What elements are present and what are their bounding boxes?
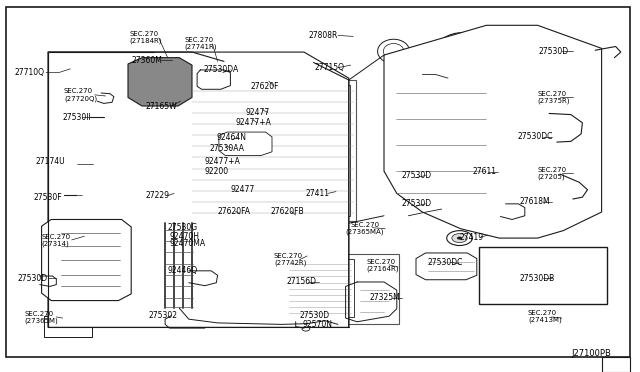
Polygon shape xyxy=(219,132,272,155)
Text: 27530G: 27530G xyxy=(168,223,198,232)
Text: 92470H: 92470H xyxy=(170,232,200,241)
Text: (27720Q): (27720Q) xyxy=(64,95,97,102)
Text: 27530DC: 27530DC xyxy=(428,258,463,267)
Bar xyxy=(479,247,607,304)
Text: 27174U: 27174U xyxy=(35,157,65,166)
Text: 27165W: 27165W xyxy=(146,102,177,110)
Text: 27530II: 27530II xyxy=(63,113,92,122)
Circle shape xyxy=(240,135,250,141)
Bar xyxy=(276,254,399,324)
Text: 27710Q: 27710Q xyxy=(14,68,44,77)
Text: (27205): (27205) xyxy=(538,173,565,180)
Circle shape xyxy=(452,234,467,243)
Circle shape xyxy=(240,142,250,148)
Text: 92464N: 92464N xyxy=(216,133,246,142)
Text: 27530F: 27530F xyxy=(33,193,62,202)
Text: (27742R): (27742R) xyxy=(274,259,307,266)
Circle shape xyxy=(230,135,241,141)
Text: 27808R: 27808R xyxy=(308,31,338,40)
Text: SEC.270: SEC.270 xyxy=(351,222,380,228)
Text: J27100PB: J27100PB xyxy=(571,349,611,358)
Polygon shape xyxy=(128,58,192,106)
Text: SEC.270: SEC.270 xyxy=(24,311,54,317)
Circle shape xyxy=(75,193,84,198)
Text: 92477+A: 92477+A xyxy=(205,157,241,166)
Text: SEC.270: SEC.270 xyxy=(538,167,567,173)
Text: 27419: 27419 xyxy=(460,233,484,242)
Text: 92446Q: 92446Q xyxy=(168,266,198,275)
Text: 27620F: 27620F xyxy=(251,82,280,91)
Text: 92477+A: 92477+A xyxy=(236,118,271,127)
Text: 27611: 27611 xyxy=(472,167,497,176)
Text: SEC.270: SEC.270 xyxy=(64,88,93,94)
Text: 27530DB: 27530DB xyxy=(520,274,555,283)
Circle shape xyxy=(102,114,113,120)
Circle shape xyxy=(302,327,310,331)
Ellipse shape xyxy=(444,40,483,68)
Ellipse shape xyxy=(434,32,493,75)
Ellipse shape xyxy=(517,74,584,133)
Text: 27530D: 27530D xyxy=(402,199,432,208)
Circle shape xyxy=(447,231,472,246)
Text: 92570N: 92570N xyxy=(302,320,332,329)
Text: 27229: 27229 xyxy=(146,191,170,200)
Bar xyxy=(44,316,92,337)
Ellipse shape xyxy=(378,39,410,63)
Circle shape xyxy=(230,142,241,148)
Bar xyxy=(74,153,90,176)
Text: (27164R): (27164R) xyxy=(366,265,399,272)
Text: (27365MA): (27365MA) xyxy=(346,228,384,235)
Text: (27375R): (27375R) xyxy=(538,97,570,104)
Ellipse shape xyxy=(500,61,600,146)
Text: (27413M): (27413M) xyxy=(528,317,562,323)
Text: 275302: 275302 xyxy=(148,311,177,320)
Polygon shape xyxy=(48,52,349,327)
Text: 27530D: 27530D xyxy=(402,171,432,180)
Text: 27530DA: 27530DA xyxy=(204,65,239,74)
Text: 27325M: 27325M xyxy=(370,293,401,302)
Polygon shape xyxy=(42,219,131,301)
Text: 27530DC: 27530DC xyxy=(517,132,552,141)
Text: 92477: 92477 xyxy=(245,108,269,117)
Text: 27620FB: 27620FB xyxy=(270,207,304,216)
Text: 27530D: 27530D xyxy=(18,274,48,283)
Text: 27530AA: 27530AA xyxy=(209,144,244,153)
Text: 27156D: 27156D xyxy=(287,278,317,286)
Text: 27411: 27411 xyxy=(306,189,330,198)
Bar xyxy=(240,85,278,216)
Bar xyxy=(602,357,630,372)
Text: (27365M): (27365M) xyxy=(24,317,58,324)
Text: 27618M: 27618M xyxy=(520,197,550,206)
Text: 27530D: 27530D xyxy=(300,311,330,320)
Circle shape xyxy=(457,237,462,240)
Text: 92200: 92200 xyxy=(205,167,229,176)
Text: 92477: 92477 xyxy=(230,185,255,194)
Text: (27184R): (27184R) xyxy=(129,37,162,44)
Text: SEC.270: SEC.270 xyxy=(366,259,396,265)
Bar xyxy=(197,85,236,216)
Text: SEC.270: SEC.270 xyxy=(129,31,159,37)
Ellipse shape xyxy=(146,73,172,91)
Text: SEC.270: SEC.270 xyxy=(184,37,214,43)
Bar xyxy=(189,80,356,221)
Text: SEC.270: SEC.270 xyxy=(42,234,71,240)
Circle shape xyxy=(111,116,116,119)
Text: 27715Q: 27715Q xyxy=(315,63,345,72)
Text: 92470MA: 92470MA xyxy=(170,239,205,248)
Text: (27314): (27314) xyxy=(42,240,69,247)
Bar xyxy=(50,148,119,182)
Ellipse shape xyxy=(530,85,571,122)
Text: 27620FA: 27620FA xyxy=(218,207,251,216)
Text: 27530D: 27530D xyxy=(539,47,569,56)
Text: 27360M: 27360M xyxy=(131,56,162,65)
Bar xyxy=(283,85,350,216)
Text: (27741R): (27741R) xyxy=(184,43,217,50)
Polygon shape xyxy=(416,253,477,280)
Bar xyxy=(287,259,354,317)
Text: SEC.270: SEC.270 xyxy=(274,253,303,259)
Text: SEC.270: SEC.270 xyxy=(528,310,557,316)
Text: SEC.270: SEC.270 xyxy=(538,91,567,97)
Polygon shape xyxy=(384,25,602,238)
